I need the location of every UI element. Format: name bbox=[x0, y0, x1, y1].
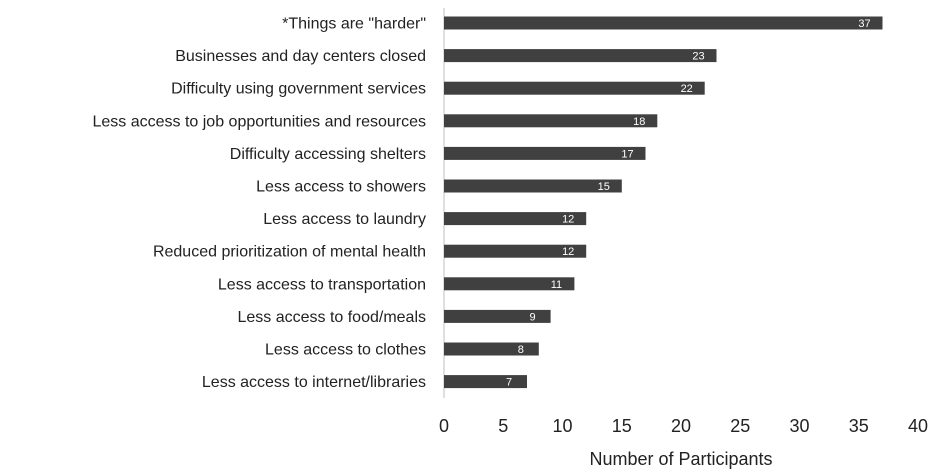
category-label: Less access to showers bbox=[256, 179, 426, 196]
data-label: 37 bbox=[858, 18, 870, 30]
bar bbox=[444, 309, 551, 323]
bar bbox=[444, 146, 646, 160]
bar bbox=[444, 375, 527, 389]
x-tick-label: 0 bbox=[439, 416, 449, 436]
data-label: 18 bbox=[633, 116, 645, 128]
x-tick-label: 40 bbox=[908, 416, 928, 436]
category-label: Less access to transportation bbox=[218, 276, 426, 293]
category-label: Less access to internet/libraries bbox=[202, 374, 426, 391]
bars-layer: 37 23 22 18 17 15 12 12 11 9 8 7 bbox=[444, 16, 883, 389]
data-label: 8 bbox=[518, 344, 524, 356]
category-label: Reduced prioritization of mental health bbox=[153, 244, 426, 261]
x-tick-label: 35 bbox=[849, 416, 869, 436]
bar bbox=[444, 342, 539, 356]
data-label: 9 bbox=[530, 311, 536, 323]
category-label: Less access to laundry bbox=[263, 211, 426, 228]
x-tick-label: 25 bbox=[730, 416, 750, 436]
category-label: Difficulty accessing shelters bbox=[230, 146, 426, 163]
category-labels: *Things are "harder" Businesses and day c… bbox=[92, 16, 426, 392]
x-tick-label: 30 bbox=[789, 416, 809, 436]
bar bbox=[444, 179, 622, 193]
x-axis-title: Number of Participants bbox=[589, 449, 772, 469]
bar bbox=[444, 49, 717, 63]
data-label: 12 bbox=[562, 214, 574, 226]
data-label: 12 bbox=[562, 246, 574, 258]
data-label: 22 bbox=[681, 83, 693, 95]
bar bbox=[444, 277, 575, 291]
data-label: 23 bbox=[692, 51, 704, 63]
x-tick-label: 5 bbox=[498, 416, 508, 436]
x-tick-labels: 0 5 10 15 20 25 30 35 40 bbox=[439, 416, 928, 436]
data-label: 15 bbox=[598, 181, 610, 193]
category-label: Businesses and day centers closed bbox=[175, 48, 426, 65]
category-label: Less access to clothes bbox=[265, 342, 426, 359]
data-label: 7 bbox=[506, 377, 512, 389]
x-tick-label: 15 bbox=[612, 416, 632, 436]
bar bbox=[444, 244, 587, 258]
bar bbox=[444, 16, 883, 30]
category-label: Less access to job opportunities and res… bbox=[92, 113, 426, 130]
x-tick-label: 20 bbox=[671, 416, 691, 436]
data-label: 17 bbox=[621, 148, 633, 160]
bar bbox=[444, 114, 658, 128]
bar bbox=[444, 81, 705, 95]
category-label: *Things are "harder" bbox=[282, 16, 426, 33]
x-tick-label: 10 bbox=[552, 416, 572, 436]
category-label: Difficulty using government services bbox=[171, 81, 426, 98]
bar bbox=[444, 212, 587, 226]
category-label: Less access to food/meals bbox=[237, 309, 426, 326]
data-label: 11 bbox=[551, 279, 562, 291]
